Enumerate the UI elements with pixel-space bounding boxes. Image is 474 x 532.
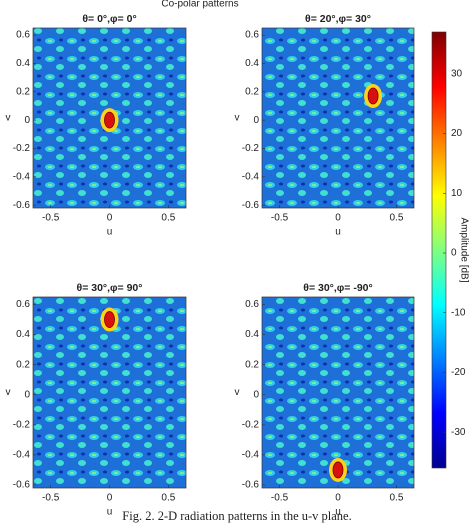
y-tick-label: -0.6 xyxy=(242,480,260,491)
beam-peak xyxy=(104,311,115,328)
y-tick-label: 0.6 xyxy=(16,299,30,310)
x-axis-label: u xyxy=(107,507,113,518)
y-axis-label: v xyxy=(6,113,11,124)
y-tick-label: -0.2 xyxy=(242,143,260,154)
colorbar-label: Amplitude [dB] xyxy=(458,217,469,282)
panel-title: θ= 20°,φ= 30° xyxy=(305,13,371,25)
colorbar-tick-label: -10 xyxy=(451,307,466,318)
heatmap-field xyxy=(262,297,414,488)
main-beam xyxy=(100,307,119,332)
x-tick-label: -0.5 xyxy=(42,213,60,224)
colorbar xyxy=(431,31,447,469)
y-tick-label: -0.2 xyxy=(13,143,31,154)
y-tick-label: -0.4 xyxy=(242,171,260,182)
heatmap-field xyxy=(262,28,414,208)
panel-title: θ= 30°,φ= 90° xyxy=(77,282,143,294)
y-tick-label: -0.6 xyxy=(242,200,260,211)
beam-peak xyxy=(332,461,344,479)
y-tick-label: 0 xyxy=(253,115,259,126)
y-tick-label: 0.6 xyxy=(245,299,259,310)
y-tick-label: -0.2 xyxy=(242,419,260,430)
y-tick-label: -0.4 xyxy=(242,450,260,461)
y-axis-label: v xyxy=(235,113,240,124)
caption: Fig. 2. 2-D radiation patterns in the u-… xyxy=(122,509,351,523)
y-tick-label: 0 xyxy=(24,115,30,126)
x-tick-label: 0.5 xyxy=(161,213,175,224)
panel-title: θ= 30°,φ= -90° xyxy=(303,282,372,294)
x-tick-label: -0.5 xyxy=(271,493,289,504)
y-tick-label: -0.6 xyxy=(13,200,31,211)
x-axis-label: u xyxy=(107,227,113,238)
y-axis-label: v xyxy=(235,387,240,398)
x-tick-label: 0.5 xyxy=(161,493,175,504)
main-beam xyxy=(329,457,347,482)
y-tick-label: 0.4 xyxy=(16,58,30,69)
y-tick-label: 0.4 xyxy=(16,329,30,340)
x-tick-label: 0 xyxy=(335,493,341,504)
x-axis-label: u xyxy=(335,227,341,238)
y-axis-label: v xyxy=(6,387,11,398)
colorbar-tick-label: 10 xyxy=(451,188,463,199)
y-tick-label: -0.2 xyxy=(13,419,31,430)
x-tick-label: 0.5 xyxy=(390,213,404,224)
main-beam xyxy=(100,108,119,133)
y-tick-label: 0.4 xyxy=(245,329,259,340)
colorbar-tick-label: 0 xyxy=(451,248,457,259)
x-tick-label: 0 xyxy=(107,493,113,504)
y-tick-label: 0.6 xyxy=(16,30,30,41)
main-beam xyxy=(364,84,383,109)
y-tick-label: 0.2 xyxy=(245,86,259,97)
y-tick-label: 0 xyxy=(253,389,259,400)
y-tick-label: -0.4 xyxy=(13,171,31,182)
y-tick-label: -0.6 xyxy=(13,480,31,491)
y-tick-label: 0.2 xyxy=(16,86,30,97)
colorbar-tick-label: 20 xyxy=(451,128,463,139)
y-tick-label: 0.2 xyxy=(16,359,30,370)
x-tick-label: 0.5 xyxy=(390,493,404,504)
y-tick-label: -0.4 xyxy=(13,450,31,461)
colorbar-tick-label: -30 xyxy=(451,427,466,438)
panel-title: θ= 0°,φ= 0° xyxy=(82,13,136,25)
x-axis-label: u xyxy=(335,507,341,518)
x-tick-label: 0 xyxy=(335,213,341,224)
x-tick-label: -0.5 xyxy=(42,493,60,504)
beam-peak xyxy=(367,87,379,105)
x-tick-label: 0 xyxy=(107,213,113,224)
y-tick-label: 0 xyxy=(24,389,30,400)
x-tick-label: -0.5 xyxy=(271,213,289,224)
y-tick-label: 0.6 xyxy=(245,30,259,41)
colorbar-tick-label: 30 xyxy=(451,68,463,79)
colorbar-tick-label: -20 xyxy=(451,367,466,378)
y-tick-label: 0.2 xyxy=(245,359,259,370)
beam-peak xyxy=(104,111,115,129)
figure-title: Co-polar patterns xyxy=(161,0,238,10)
y-tick-label: 0.4 xyxy=(245,58,259,69)
